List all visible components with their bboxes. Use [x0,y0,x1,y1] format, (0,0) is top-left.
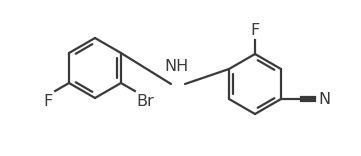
Text: Br: Br [137,94,155,109]
Text: F: F [43,94,52,109]
Text: F: F [251,23,260,38]
Text: NH: NH [165,59,189,74]
Text: N: N [318,92,330,107]
